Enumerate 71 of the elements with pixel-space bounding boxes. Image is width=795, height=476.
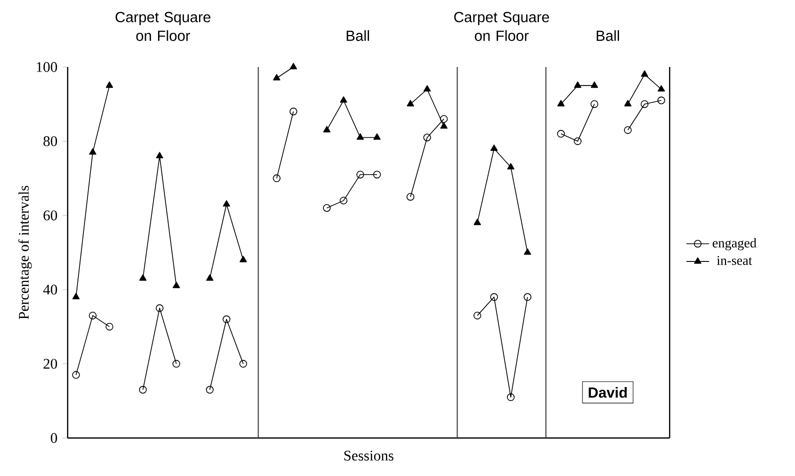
x-axis-title: Sessions xyxy=(344,450,394,461)
point xyxy=(507,163,514,170)
point xyxy=(222,315,230,324)
point xyxy=(557,100,565,106)
point xyxy=(424,85,431,92)
point xyxy=(239,360,248,368)
y-tick-label: 100 xyxy=(36,62,58,72)
y-axis-title: Percentage of intervals xyxy=(18,186,32,320)
point xyxy=(373,133,381,140)
point xyxy=(222,200,230,207)
point xyxy=(106,81,114,88)
point xyxy=(290,62,298,70)
point xyxy=(240,256,247,262)
point xyxy=(290,108,298,116)
point xyxy=(640,100,648,108)
point xyxy=(657,96,666,104)
point xyxy=(273,74,280,80)
point xyxy=(423,134,432,142)
point xyxy=(440,115,448,123)
point xyxy=(272,174,281,182)
y-tick-label: 40 xyxy=(43,284,58,295)
point xyxy=(156,152,164,158)
y-tick-label: 20 xyxy=(44,358,58,369)
point xyxy=(88,312,97,320)
point xyxy=(574,137,582,146)
point xyxy=(72,371,80,379)
point xyxy=(340,196,348,204)
point xyxy=(322,204,331,212)
y-tick-label: 0 xyxy=(50,433,58,443)
point xyxy=(89,148,96,155)
y-tick-label: 80 xyxy=(43,136,58,146)
point xyxy=(156,304,164,312)
point xyxy=(557,130,565,138)
point xyxy=(473,312,482,320)
point xyxy=(490,144,498,151)
point xyxy=(440,122,448,129)
point xyxy=(406,100,414,106)
point xyxy=(356,170,364,178)
text: Carpet Square on Floor xyxy=(116,12,210,41)
legend-label: in-seat xyxy=(716,256,752,265)
y-tick-label: 60 xyxy=(44,210,58,220)
point xyxy=(474,218,481,226)
point xyxy=(206,386,214,394)
point xyxy=(72,292,80,300)
point xyxy=(590,81,598,88)
point xyxy=(106,322,114,331)
point xyxy=(139,274,147,281)
point xyxy=(624,126,632,134)
point xyxy=(640,70,648,77)
point xyxy=(356,133,364,140)
point xyxy=(172,282,180,288)
point xyxy=(373,170,381,178)
point xyxy=(574,81,582,88)
text: Ball xyxy=(346,30,370,41)
point xyxy=(340,96,348,103)
point xyxy=(590,100,598,108)
point xyxy=(206,274,214,281)
text: Ball xyxy=(596,30,620,41)
point xyxy=(524,293,532,301)
annotation: David xyxy=(588,386,627,398)
point xyxy=(658,85,665,92)
text: Carpet Square on Floor xyxy=(454,12,550,41)
point xyxy=(524,248,532,255)
point xyxy=(624,100,632,106)
point xyxy=(172,360,180,368)
legend-label: engaged xyxy=(712,238,756,250)
point xyxy=(406,192,414,201)
point xyxy=(490,293,498,301)
point xyxy=(139,386,147,394)
point xyxy=(323,126,330,132)
point xyxy=(506,393,515,402)
